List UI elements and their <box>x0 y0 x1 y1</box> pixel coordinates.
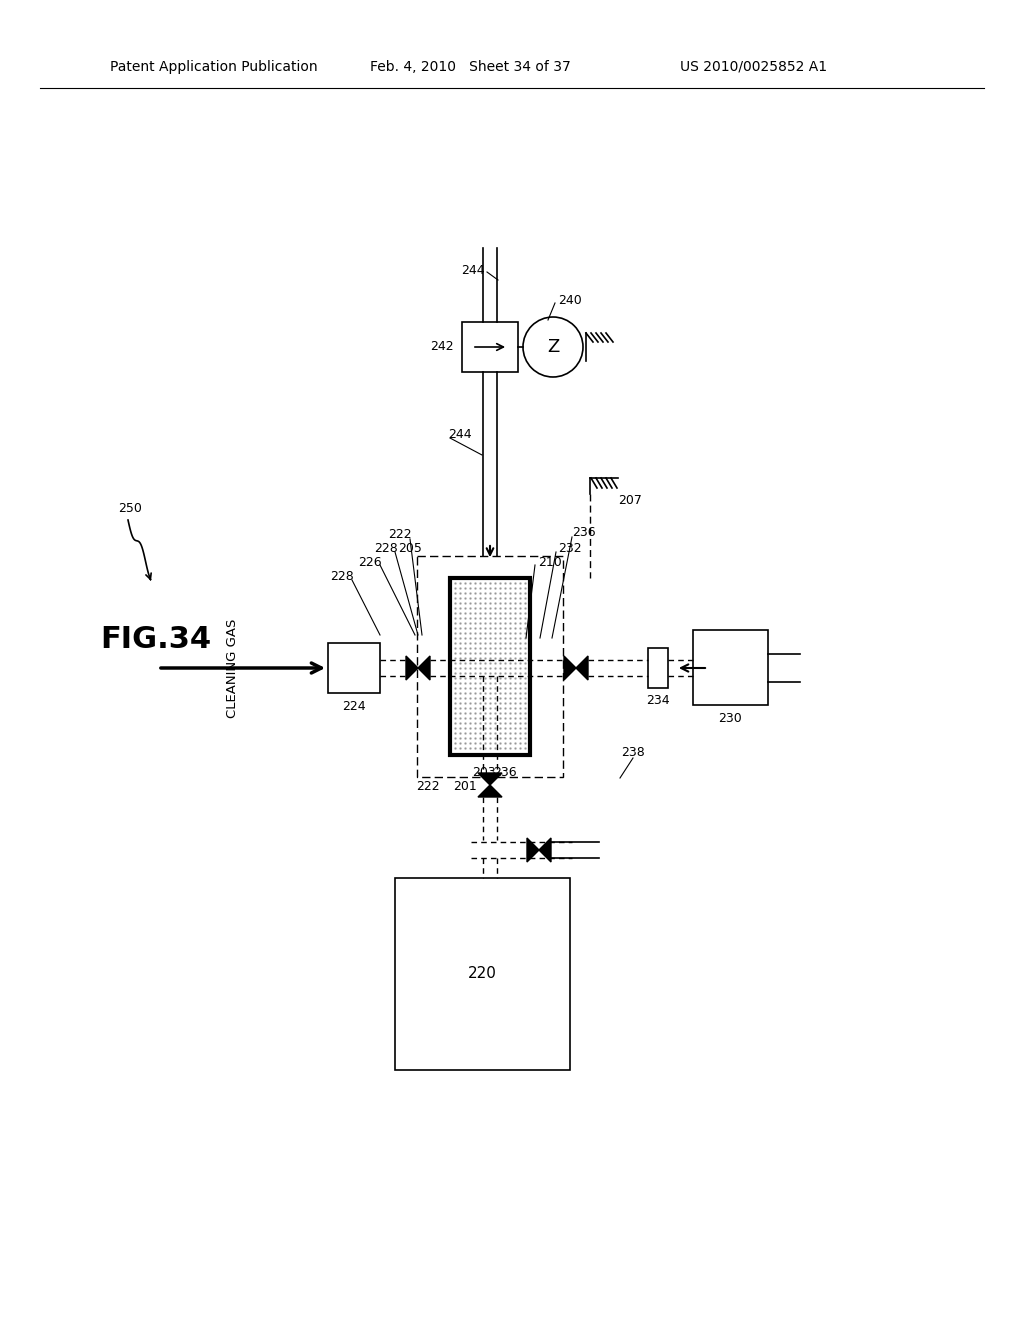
Text: FIG.34: FIG.34 <box>100 626 211 655</box>
Polygon shape <box>406 656 418 680</box>
Text: 234: 234 <box>646 693 670 706</box>
Bar <box>648 648 668 688</box>
Polygon shape <box>478 785 502 797</box>
Text: 232: 232 <box>558 541 582 554</box>
Bar <box>462 322 518 372</box>
Text: 222: 222 <box>388 528 412 541</box>
Polygon shape <box>418 656 430 680</box>
Text: 238: 238 <box>622 746 645 759</box>
Text: CLEANING GAS: CLEANING GAS <box>226 618 240 718</box>
Bar <box>450 578 530 755</box>
Bar <box>395 878 570 1071</box>
Text: 244: 244 <box>462 264 485 276</box>
Polygon shape <box>564 656 575 680</box>
Text: 201: 201 <box>454 780 477 793</box>
Text: 228: 228 <box>330 570 354 583</box>
Polygon shape <box>478 774 502 785</box>
Text: 230: 230 <box>718 711 741 725</box>
Text: US 2010/0025852 A1: US 2010/0025852 A1 <box>680 59 827 74</box>
Text: Z: Z <box>547 338 559 356</box>
Bar <box>693 630 768 705</box>
Text: Patent Application Publication: Patent Application Publication <box>110 59 317 74</box>
Text: 226: 226 <box>358 556 382 569</box>
Text: 242: 242 <box>430 341 454 354</box>
Polygon shape <box>539 838 551 862</box>
Text: 207: 207 <box>618 494 642 507</box>
Text: 236: 236 <box>572 527 596 540</box>
Text: 244: 244 <box>449 429 472 441</box>
Text: 205: 205 <box>398 541 422 554</box>
Text: 203: 203 <box>472 767 496 780</box>
Text: Feb. 4, 2010   Sheet 34 of 37: Feb. 4, 2010 Sheet 34 of 37 <box>370 59 570 74</box>
Text: 222: 222 <box>416 780 440 793</box>
Text: 210: 210 <box>538 556 562 569</box>
Bar <box>417 556 563 777</box>
Text: 240: 240 <box>558 293 582 306</box>
Text: 224: 224 <box>342 700 366 713</box>
Text: 228: 228 <box>374 541 398 554</box>
Text: 236: 236 <box>494 767 517 780</box>
Text: 250: 250 <box>118 502 142 515</box>
Polygon shape <box>575 656 588 680</box>
Bar <box>328 643 380 693</box>
Text: 220: 220 <box>468 966 497 982</box>
Polygon shape <box>527 838 539 862</box>
